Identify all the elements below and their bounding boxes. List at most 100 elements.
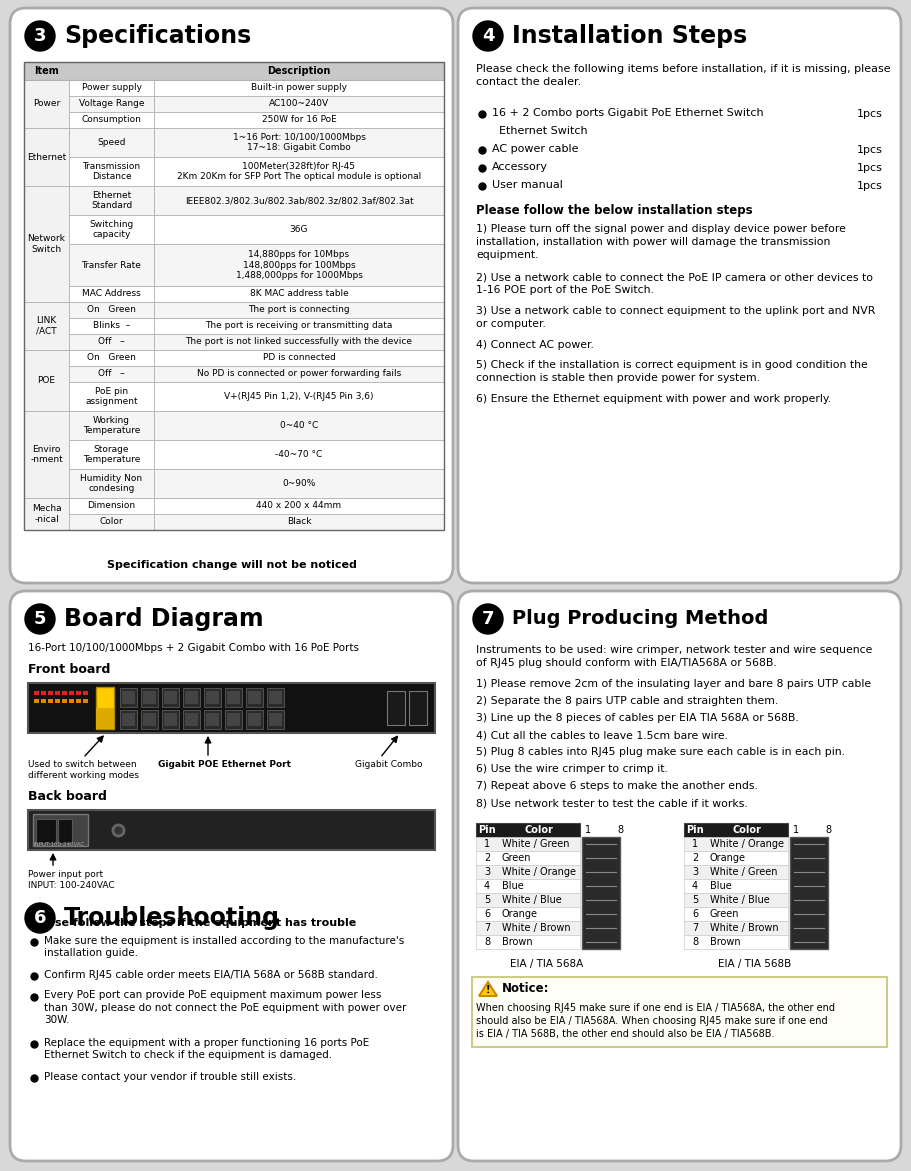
Bar	[154, 186, 444, 215]
Text: Plug Producing Method: Plug Producing Method	[512, 609, 768, 629]
Bar	[476, 934, 580, 949]
Text: Gigabit Combo: Gigabit Combo	[355, 760, 423, 769]
Text: 7: 7	[691, 923, 698, 933]
Bar	[76, 699, 81, 703]
Bar	[41, 699, 46, 703]
Bar	[96, 708, 114, 730]
Bar	[183, 689, 200, 707]
Text: 1~16 Port: 10/100/1000Mbps
17~18: Gigabit Combo: 1~16 Port: 10/100/1000Mbps 17~18: Gigabi…	[232, 132, 365, 152]
Text: 4) Connect AC power.: 4) Connect AC power.	[476, 340, 594, 350]
Bar	[24, 62, 444, 530]
Text: Instruments to be used: wire crimper, network tester and wire sequence
of RJ45 p: Instruments to be used: wire crimper, ne…	[476, 645, 873, 669]
Bar	[154, 157, 444, 186]
Text: Enviro
-nment: Enviro -nment	[30, 445, 63, 464]
Bar	[684, 893, 788, 908]
Text: White / Orange: White / Orange	[502, 867, 576, 877]
Bar	[269, 713, 282, 726]
Bar	[154, 498, 444, 514]
Bar	[41, 691, 46, 696]
Text: Please contact your vendor if trouble still exists.: Please contact your vendor if trouble st…	[44, 1071, 296, 1082]
Bar	[69, 286, 154, 302]
Bar	[69, 157, 154, 186]
Bar	[24, 498, 69, 530]
Bar	[28, 810, 435, 850]
Text: 16 + 2 Combo ports Gigabit PoE Ethernet Switch: 16 + 2 Combo ports Gigabit PoE Ethernet …	[492, 108, 763, 118]
Text: Notice:: Notice:	[502, 982, 549, 995]
Bar	[55, 691, 60, 696]
Bar	[69, 302, 154, 319]
Text: 4) Cut all the cables to leave 1.5cm bare wire.: 4) Cut all the cables to leave 1.5cm bar…	[476, 730, 728, 740]
Text: Consumption: Consumption	[82, 116, 141, 124]
Bar	[24, 128, 69, 186]
Bar	[206, 691, 219, 704]
Text: 2: 2	[484, 852, 490, 863]
Text: Every PoE port can provide PoE equipment maximum power less
than 30W, please do : Every PoE port can provide PoE equipment…	[44, 991, 406, 1026]
Text: Make sure the equipment is installed according to the manufacture's
installation: Make sure the equipment is installed acc…	[44, 936, 404, 958]
Text: 2) Use a network cable to connect the PoE IP camera or other devices to
1-16 POE: 2) Use a network cable to connect the Po…	[476, 272, 873, 295]
Text: MAC Address: MAC Address	[82, 289, 141, 299]
Bar	[162, 710, 179, 730]
Text: Off   –: Off –	[98, 337, 125, 347]
Bar	[154, 367, 444, 382]
Bar	[164, 713, 177, 726]
Bar	[476, 837, 580, 851]
Bar	[684, 851, 788, 865]
Polygon shape	[479, 982, 497, 997]
Text: 5) Plug 8 cables into RJ45 plug make sure each cable is in each pin.: 5) Plug 8 cables into RJ45 plug make sur…	[476, 747, 845, 756]
Text: 5: 5	[691, 895, 698, 905]
Text: Pin: Pin	[478, 826, 496, 835]
Text: Used to switch between
different working modes: Used to switch between different working…	[28, 760, 139, 780]
FancyBboxPatch shape	[458, 8, 901, 583]
Text: Transfer Rate: Transfer Rate	[82, 260, 141, 269]
Bar	[62, 691, 67, 696]
Bar	[69, 244, 154, 286]
Text: 7) Repeat above 6 steps to make the another ends.: 7) Repeat above 6 steps to make the anot…	[476, 781, 758, 790]
Bar	[227, 691, 240, 704]
Bar	[69, 367, 154, 382]
Text: White / Orange: White / Orange	[710, 838, 784, 849]
Bar	[154, 382, 444, 411]
Text: Front board: Front board	[28, 663, 110, 676]
Text: Specification change will not be noticed: Specification change will not be noticed	[107, 560, 356, 570]
Bar	[267, 689, 284, 707]
Bar	[69, 699, 74, 703]
Text: 8: 8	[617, 826, 623, 835]
Text: Working
Temperature: Working Temperature	[83, 416, 140, 436]
Bar	[69, 319, 154, 334]
Bar	[141, 689, 158, 707]
Text: White / Blue: White / Blue	[710, 895, 770, 905]
Bar	[154, 96, 444, 112]
Text: Gigabit POE Ethernet Port: Gigabit POE Ethernet Port	[158, 760, 291, 769]
Text: Confirm RJ45 cable order meets EIA/TIA 568A or 568B standard.: Confirm RJ45 cable order meets EIA/TIA 5…	[44, 970, 378, 980]
Bar	[409, 691, 427, 725]
Text: 2: 2	[691, 852, 698, 863]
Text: PoE pin
assignment: PoE pin assignment	[86, 386, 138, 406]
Text: Color: Color	[525, 826, 554, 835]
Text: 0~90%: 0~90%	[282, 479, 316, 488]
Bar	[69, 334, 154, 350]
Bar	[69, 382, 154, 411]
Bar	[62, 699, 67, 703]
Text: Brown: Brown	[710, 937, 741, 947]
Text: Blue: Blue	[710, 881, 732, 891]
Bar	[69, 691, 74, 696]
Text: Replace the equipment with a proper functioning 16 ports PoE
Ethernet Switch to : Replace the equipment with a proper func…	[44, 1038, 369, 1061]
Bar	[476, 908, 580, 922]
Bar	[69, 440, 154, 470]
Text: Green: Green	[502, 852, 531, 863]
Text: Back board: Back board	[28, 790, 107, 803]
Text: 4: 4	[692, 881, 698, 891]
Text: On   Green: On Green	[87, 306, 136, 315]
Circle shape	[25, 21, 55, 52]
Text: Dimension: Dimension	[87, 501, 136, 511]
Text: Please follow the steps if the equipment has trouble: Please follow the steps if the equipment…	[28, 918, 356, 927]
Text: Green: Green	[710, 909, 740, 919]
Bar	[24, 80, 69, 128]
Text: EIA / TIA 568B: EIA / TIA 568B	[719, 959, 792, 968]
Text: Power input port
INPUT: 100-240VAC: Power input port INPUT: 100-240VAC	[28, 870, 115, 890]
Text: Network
Switch: Network Switch	[27, 234, 66, 254]
Bar	[154, 80, 444, 96]
Text: 6: 6	[692, 909, 698, 919]
Text: 250W for 16 PoE: 250W for 16 PoE	[261, 116, 336, 124]
Bar	[83, 691, 88, 696]
